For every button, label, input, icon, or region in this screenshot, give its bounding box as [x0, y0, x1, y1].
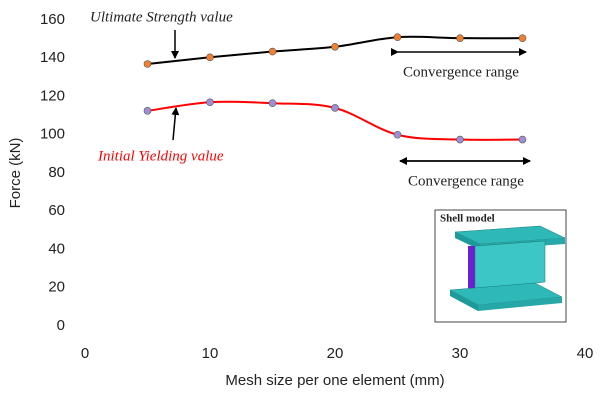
y-tick-label: 80: [48, 164, 65, 181]
point: [207, 99, 214, 106]
x-axis-label: Mesh size per one element (mm): [225, 372, 444, 389]
point: [519, 35, 526, 42]
inset: Shell model: [435, 210, 566, 322]
point: [269, 100, 276, 107]
shape: [475, 241, 545, 290]
chart: Mesh size per one element (mm) Force (kN…: [0, 0, 602, 390]
point: [207, 54, 214, 61]
y-tick-label: 160: [40, 11, 65, 28]
y-tick-label: 120: [40, 87, 65, 104]
annotation: Convergence range: [408, 173, 524, 189]
y-tick-label: 0: [57, 317, 65, 334]
y-tick-label: 100: [40, 126, 65, 143]
point: [394, 34, 401, 41]
point: [457, 35, 464, 42]
inset-label: Shell model: [440, 213, 495, 225]
point: [144, 107, 151, 114]
point: [394, 131, 401, 138]
arrow: [173, 108, 176, 140]
point: [519, 136, 526, 143]
shape: [468, 246, 475, 290]
point: [332, 43, 339, 50]
annotation: Ultimate Strength value: [90, 9, 233, 25]
x-tick-label: 20: [327, 345, 344, 362]
point: [457, 136, 464, 143]
x-tick-label: 40: [577, 345, 594, 362]
x-tick-label: 10: [202, 345, 219, 362]
annotation: Initial Yielding value: [97, 148, 224, 164]
y-tick-label: 60: [48, 202, 65, 219]
point: [332, 104, 339, 111]
x-tick-label: 0: [81, 345, 89, 362]
y-tick-label: 140: [40, 49, 65, 66]
annotation: Convergence range: [403, 64, 519, 80]
y-tick-label: 20: [48, 279, 65, 296]
point: [269, 48, 276, 55]
y-axis-label: Force (kN): [7, 138, 24, 209]
point: [144, 60, 151, 67]
y-tick-label: 40: [48, 240, 65, 257]
x-tick-label: 30: [452, 345, 469, 362]
